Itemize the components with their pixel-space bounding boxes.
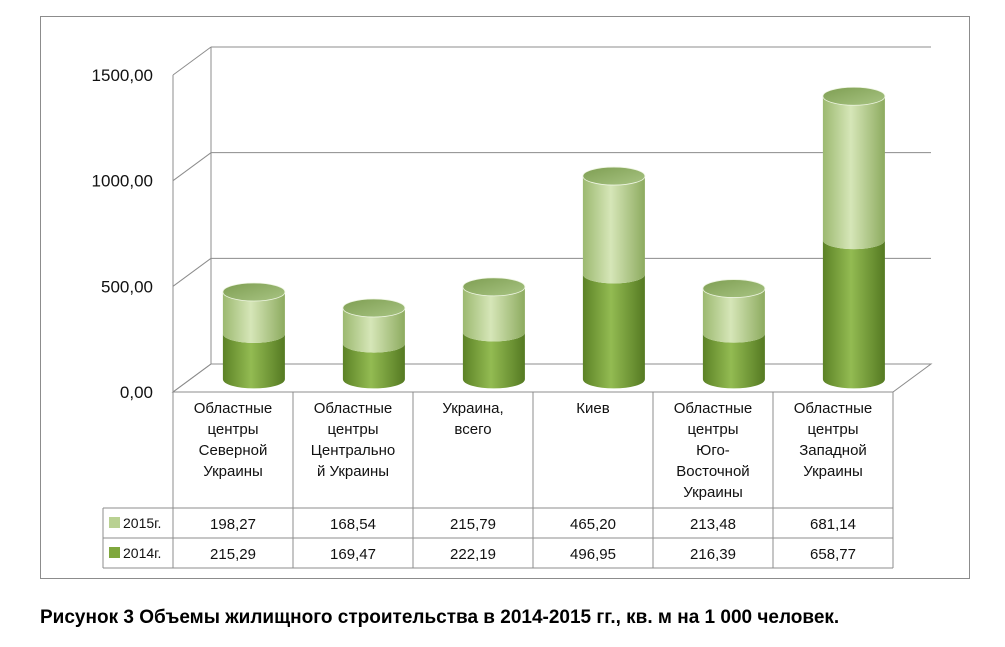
bar-2015: [702, 288, 765, 343]
category-label: Областные центры Западной Украины: [794, 400, 872, 480]
data-cell: 222,19: [450, 546, 496, 563]
chart-svg: 0,00 500,00 1000,00 1500,00 Областные центры…: [92, 46, 933, 569]
cylinder: [222, 282, 286, 389]
cylinder: [822, 86, 886, 389]
category-label: Киев: [576, 400, 609, 417]
bar-top: [342, 298, 406, 318]
bar-2015: [462, 286, 525, 342]
cylinder: [582, 166, 646, 389]
y-tick-label: 0,00: [120, 383, 153, 402]
bar-2014: [582, 274, 645, 389]
y-axis-ticks: 0,00 500,00 1000,00 1500,00: [92, 66, 153, 402]
bar-2015: [582, 176, 645, 284]
bar-top: [462, 277, 526, 297]
data-cell: 496,95: [570, 546, 616, 563]
grid-layer: [171, 46, 933, 393]
data-cell: 658,77: [810, 546, 856, 563]
bar-top: [222, 282, 286, 302]
category-label: Областные центры Северной Украины: [194, 400, 272, 480]
data-cell: 168,54: [330, 516, 376, 533]
gridline-side: [172, 152, 212, 182]
bar-top: [582, 166, 646, 186]
data-cell: 215,29: [210, 546, 256, 563]
data-cell: 681,14: [810, 516, 856, 533]
bar-2014: [222, 333, 285, 389]
category-label: Областные центры Центрально й Украины: [311, 400, 395, 480]
bar-2014: [702, 333, 765, 389]
cylinder: [462, 277, 526, 389]
legend-label: 2014г.: [123, 545, 161, 561]
cylinder: [342, 298, 406, 389]
data-cell: 216,39: [690, 546, 736, 563]
category-label: Областные центры Юго-Восточной Украины: [674, 400, 752, 501]
data-cell: 198,27: [210, 516, 256, 533]
bar-2014: [822, 240, 885, 389]
bar-2014: [342, 343, 405, 389]
legend-key: [109, 517, 120, 528]
data-cell: 213,48: [690, 516, 736, 533]
data-cell: 215,79: [450, 516, 496, 533]
data-cell: 169,47: [330, 546, 376, 563]
y-tick-label: 1500,00: [92, 66, 153, 85]
y-tick-label: 1000,00: [92, 172, 153, 191]
bar-top: [822, 86, 886, 106]
y-tick-label: 500,00: [101, 277, 153, 296]
bar-top: [702, 279, 766, 298]
chart-floor: [171, 363, 933, 393]
chart-frame: 0,00 500,00 1000,00 1500,00 Областные центры…: [40, 16, 970, 579]
legend-label: 2015г.: [123, 515, 161, 531]
figure-caption: Рисунок 3 Объемы жилищного строительства…: [40, 607, 840, 628]
bar-2015: [342, 307, 405, 353]
data-cell: 465,20: [570, 516, 616, 533]
bar-2014: [462, 332, 525, 389]
data-table: Областные центры Северной Украины Областные ц…: [102, 392, 894, 569]
bar-2015: [822, 96, 885, 250]
legend-key: [109, 547, 120, 558]
bars-layer: [222, 86, 886, 389]
category-label: Украина, всего: [442, 400, 503, 438]
bar-2015: [222, 292, 285, 343]
cylinder: [702, 279, 766, 389]
gridline-side: [172, 257, 212, 287]
gridline-side: [172, 46, 212, 76]
